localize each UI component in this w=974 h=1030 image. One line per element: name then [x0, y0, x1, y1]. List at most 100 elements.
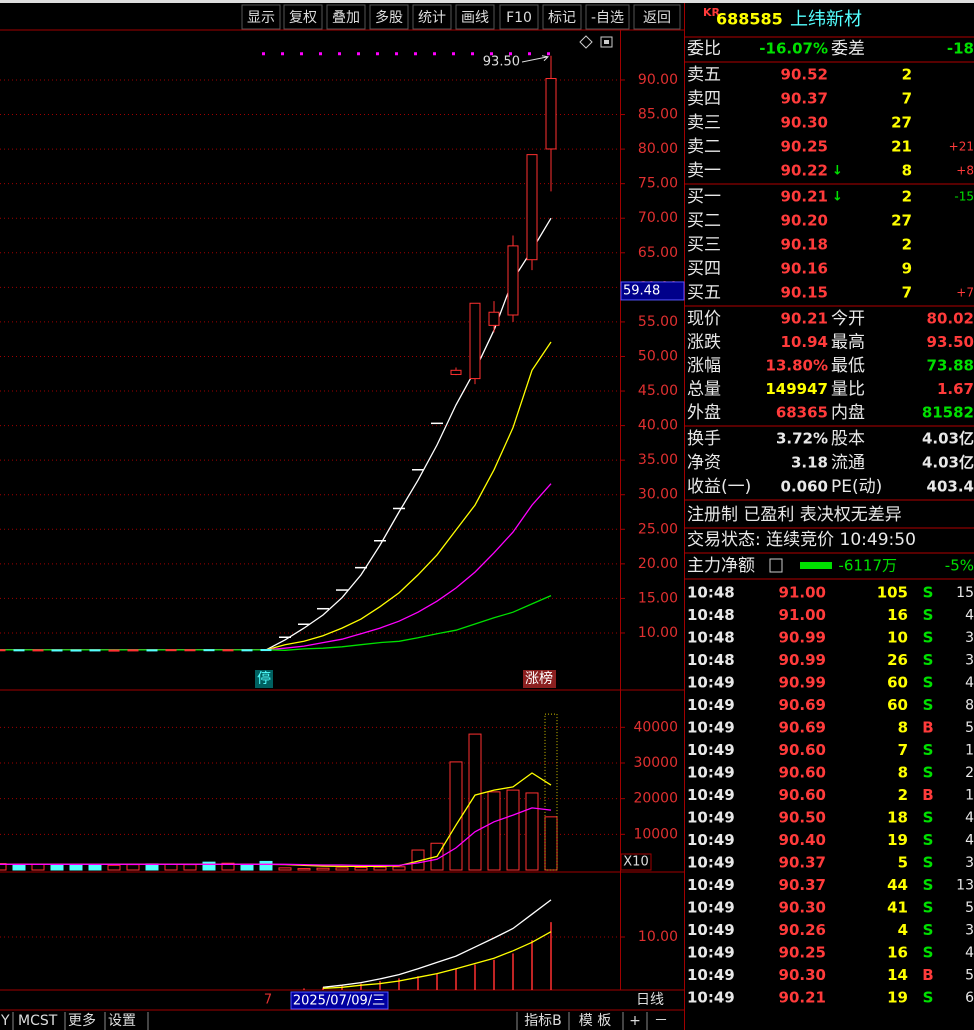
- toolbar-label[interactable]: 显示: [247, 10, 275, 26]
- book-price: 90.15: [781, 284, 828, 302]
- volume-bar: [88, 864, 102, 871]
- toolbar-button[interactable]: [499, 4, 539, 30]
- toolbar-label[interactable]: 画线: [461, 10, 489, 26]
- y-tick-label: 70.00: [638, 210, 678, 226]
- toolbar-label[interactable]: -自选: [591, 10, 624, 26]
- candle-body: [450, 369, 462, 375]
- stat-label: 流通: [831, 453, 865, 473]
- candle-body: [108, 649, 120, 652]
- candle-body: [526, 154, 538, 261]
- y-tick-label: 10.00: [638, 625, 678, 641]
- candle-body: [260, 649, 272, 652]
- stat-value: 93.50: [927, 333, 974, 351]
- tick-volume: 7: [898, 741, 908, 759]
- tick-side: B: [922, 719, 933, 737]
- y-tick-label: 45.00: [638, 383, 678, 399]
- toolbar-button[interactable]: [455, 4, 495, 30]
- toolbar-label[interactable]: 叠加: [332, 10, 360, 26]
- status-button[interactable]: －: [654, 1013, 668, 1029]
- volume-bar: [202, 861, 216, 871]
- stock-code: 688585: [716, 10, 783, 29]
- book-volume: 2: [902, 236, 912, 254]
- toolbar-button[interactable]: [369, 4, 409, 30]
- flow-label: 主力净额: [687, 556, 755, 576]
- tick-side: S: [923, 651, 934, 669]
- status-button[interactable]: 更多: [68, 1012, 96, 1029]
- tick-volume: 19: [887, 989, 908, 1007]
- flow-value: -6117万: [838, 557, 897, 575]
- book-price: 90.21: [781, 188, 828, 206]
- toolbar-label[interactable]: 复权: [289, 9, 317, 26]
- flow-icon: [769, 558, 783, 573]
- tick-count: 6: [965, 990, 974, 1006]
- toolbar-label[interactable]: 标记: [548, 10, 576, 26]
- indicator-line: [322, 931, 552, 990]
- toolbar-label[interactable]: 统计: [418, 10, 446, 26]
- tick-time: 10:49: [687, 696, 735, 714]
- volume-bar: [183, 864, 197, 871]
- tick-time: 10:49: [687, 809, 735, 827]
- volume-bar: [525, 792, 539, 871]
- toolbar-label[interactable]: F10: [506, 10, 532, 26]
- book-volume: 8: [902, 162, 912, 180]
- status-button[interactable]: 设置: [108, 1013, 136, 1029]
- tick-side: B: [922, 966, 933, 984]
- y-tick-label: 20000: [633, 791, 678, 807]
- toolbar-button[interactable]: [633, 4, 681, 30]
- tick-volume: 10: [887, 629, 908, 647]
- toolbar-label[interactable]: 多股: [375, 9, 403, 26]
- y-tick-label: 90.00: [638, 72, 678, 88]
- toolbar-button[interactable]: [241, 4, 281, 30]
- window-icon[interactable]: [600, 36, 613, 48]
- toolbar-button[interactable]: [585, 4, 630, 30]
- stat-label: 净资: [687, 453, 721, 473]
- candle-body: [51, 649, 63, 652]
- book-label: 卖一: [687, 161, 721, 181]
- window-icon-inner: [604, 40, 609, 44]
- marker-label: 涨榜: [525, 670, 553, 687]
- volume-bar: [0, 863, 7, 871]
- tick-side: S: [923, 629, 934, 647]
- volume-bar: [392, 866, 406, 871]
- book-label: 买二: [687, 211, 721, 231]
- toolbar-button[interactable]: [283, 4, 323, 30]
- candle-body: [165, 649, 177, 652]
- stat-label: PE(动): [831, 477, 882, 497]
- tick-price: 90.21: [779, 989, 826, 1007]
- tick-count: 8: [965, 698, 974, 714]
- status-button[interactable]: MCST: [18, 1013, 58, 1029]
- y-tick-label: 40000: [633, 719, 678, 735]
- toolbar-button[interactable]: [412, 4, 452, 30]
- status-button[interactable]: +: [629, 1013, 641, 1029]
- status-button[interactable]: 模 板: [579, 1013, 611, 1029]
- diamond-icon[interactable]: [579, 35, 593, 49]
- date-axis-label: 7: [264, 993, 272, 1008]
- ratio-value: -16.07%: [759, 40, 828, 58]
- tick-price: 90.60: [779, 764, 826, 782]
- tick-price: 90.40: [779, 831, 826, 849]
- tick-time: 10:49: [687, 876, 735, 894]
- stat-label: 现价: [687, 309, 721, 329]
- stat-value: 3.72%: [776, 430, 828, 448]
- tick-count: 4: [965, 810, 974, 826]
- book-label: 买一: [687, 187, 721, 207]
- tick-count: 4: [965, 608, 974, 624]
- tick-count: 2: [965, 765, 974, 781]
- tick-time: 10:49: [687, 674, 735, 692]
- book-change: +21: [949, 140, 974, 154]
- volume-bar: [69, 864, 83, 871]
- toolbar-label[interactable]: 返回: [643, 10, 671, 26]
- book-change: +8: [956, 164, 974, 178]
- status-button[interactable]: 指标B: [524, 1013, 562, 1029]
- tick-volume: 8: [898, 764, 908, 782]
- tick-count: 15: [956, 585, 974, 601]
- toolbar-button[interactable]: [326, 4, 366, 30]
- book-price: 90.30: [781, 114, 828, 132]
- tick-side: S: [923, 944, 934, 962]
- book-change: -15: [954, 190, 974, 204]
- status-button[interactable]: Y: [0, 1013, 10, 1029]
- toolbar-button[interactable]: [542, 4, 582, 30]
- period-label[interactable]: 日线: [636, 992, 664, 1008]
- tick-price: 90.37: [779, 876, 826, 894]
